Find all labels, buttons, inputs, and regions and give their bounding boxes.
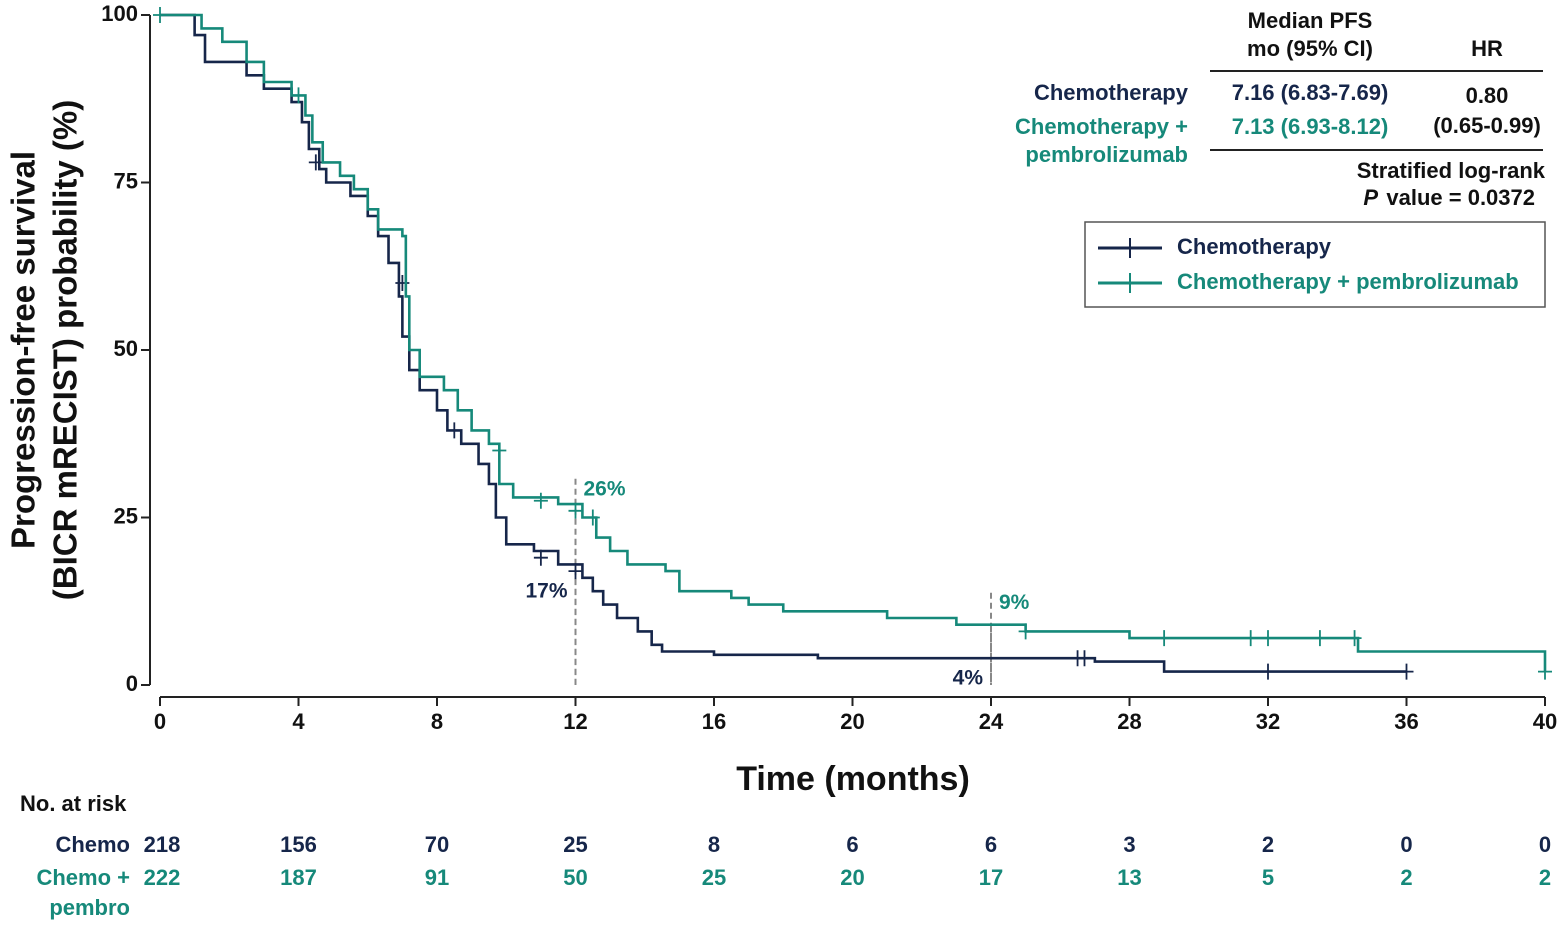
censor-mark	[1399, 663, 1414, 680]
censor-mark	[568, 502, 583, 519]
hazard-ratio: (0.65-0.99)	[1433, 113, 1541, 138]
censor-mark	[1077, 650, 1092, 667]
y-tick-label: 50	[114, 336, 138, 361]
survival-curve	[160, 13, 1547, 672]
x-tick-label: 28	[1117, 709, 1141, 734]
x-tick-label: 0	[154, 709, 166, 734]
row-median: 7.13 (6.93-8.12)	[1232, 114, 1389, 139]
table-header: HR	[1471, 36, 1503, 61]
risk-count: 2	[1400, 865, 1412, 890]
risk-table-title: No. at risk	[20, 791, 127, 816]
censor-mark	[1018, 623, 1033, 640]
censor-mark	[533, 549, 548, 566]
p-symbol: P	[1363, 185, 1378, 210]
x-tick-label: 16	[702, 709, 726, 734]
risk-row-label: pembro	[49, 895, 130, 920]
risk-count: 17	[979, 865, 1003, 890]
row-name: Chemotherapy +	[1015, 114, 1188, 139]
censor-mark	[395, 275, 410, 291]
risk-row-label: Chemo	[55, 832, 130, 857]
censor-mark	[308, 154, 323, 171]
risk-count: 2	[1539, 865, 1551, 890]
censor-mark	[1347, 630, 1362, 647]
censor-mark	[1243, 630, 1258, 647]
censor-mark	[1261, 630, 1275, 647]
logrank-label: Stratified log-rank	[1357, 158, 1546, 183]
risk-count: 91	[425, 865, 449, 890]
x-tick-label: 24	[979, 709, 1004, 734]
risk-count: 222	[144, 865, 181, 890]
risk-count: 187	[280, 865, 317, 890]
y-tick-label: 100	[101, 1, 138, 26]
risk-row-label: Chemo +	[36, 865, 130, 890]
risk-count: 25	[702, 865, 726, 890]
y-axis-label: Progression-free survival	[5, 151, 42, 549]
censor-mark	[447, 422, 462, 439]
x-tick-label: 4	[292, 709, 305, 734]
risk-count: 0	[1539, 832, 1551, 857]
hazard-ratio: 0.80	[1466, 83, 1509, 108]
y-tick-label: 25	[114, 503, 138, 528]
row-median: 7.16 (6.83-7.69)	[1232, 80, 1389, 105]
censor-mark	[1538, 663, 1552, 680]
censor-mark	[533, 492, 548, 509]
risk-count: 13	[1117, 865, 1141, 890]
risk-count: 0	[1400, 832, 1412, 857]
x-tick-label: 32	[1256, 709, 1280, 734]
censor-mark	[1261, 663, 1275, 680]
censor-mark	[492, 442, 507, 459]
legend-label: Chemotherapy	[1177, 234, 1332, 259]
risk-count: 6	[846, 832, 858, 857]
censor-mark	[1157, 630, 1172, 647]
legend: Chemotherapy Chemotherapy + pembrolizumab	[1084, 221, 1546, 308]
x-axis-label: Time (months)	[736, 760, 970, 798]
censor-mark	[153, 7, 167, 23]
table-header: mo (95% CI)	[1247, 36, 1373, 61]
landmark-label: 17%	[525, 580, 567, 603]
risk-count: 70	[425, 832, 449, 857]
y-tick-label: 75	[114, 168, 138, 193]
risk-count: 156	[280, 832, 317, 857]
risk-count: 20	[840, 865, 864, 890]
risk-count: 25	[563, 832, 587, 857]
survival-curve	[160, 13, 1407, 673]
y-tick-label: 0	[126, 671, 138, 696]
row-name: pembrolizumab	[1025, 142, 1188, 167]
table-header: Median PFS	[1248, 8, 1373, 33]
risk-count: 8	[708, 832, 720, 857]
risk-count: 50	[563, 865, 587, 890]
x-tick-label: 8	[431, 709, 443, 734]
landmark-label: 4%	[953, 667, 984, 690]
landmark-label: 26%	[584, 477, 626, 500]
censor-mark	[291, 87, 306, 104]
x-tick-label: 12	[563, 709, 587, 734]
landmark-label: 9%	[999, 591, 1030, 614]
risk-count: 2	[1262, 832, 1274, 857]
x-tick-label: 20	[840, 709, 864, 734]
censor-mark	[568, 563, 583, 580]
risk-count: 3	[1123, 832, 1135, 857]
row-name: Chemotherapy	[1034, 80, 1189, 105]
risk-count: 218	[144, 832, 181, 857]
risk-count: 6	[985, 832, 997, 857]
censor-mark	[585, 509, 600, 526]
legend-box	[1084, 221, 1546, 308]
x-tick-label: 40	[1533, 709, 1557, 734]
x-tick-label: 36	[1394, 709, 1418, 734]
censor-mark	[1312, 630, 1327, 647]
y-axis-label: (BICR mRECIST) probability (%)	[47, 100, 84, 601]
legend-label: Chemotherapy + pembrolizumab	[1177, 269, 1519, 294]
p-value: value = 0.0372	[1386, 185, 1535, 210]
risk-count: 5	[1262, 865, 1274, 890]
